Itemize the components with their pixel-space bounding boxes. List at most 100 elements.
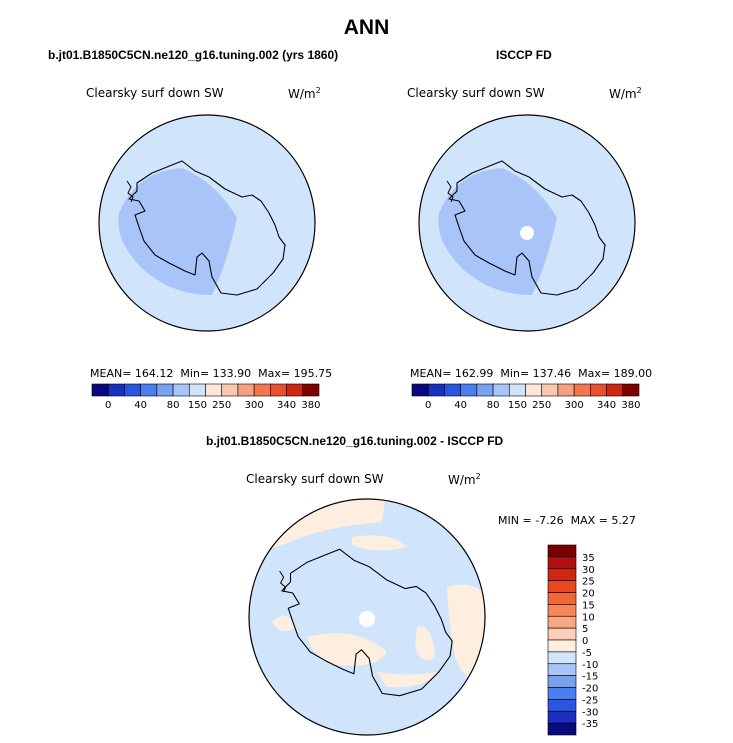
obs-units-base: W/m (609, 87, 637, 101)
diff-polar-map (249, 499, 485, 735)
diff-colorbar-box-12 (547, 687, 577, 700)
model-colorbar-box-0 (91, 383, 109, 397)
diff-colorbar-tick-label: 20 (582, 589, 595, 600)
model-min-label: Min= (180, 367, 210, 380)
model-min-value: 133.90 (212, 367, 252, 380)
obs-colorbar-box-3 (460, 383, 478, 397)
model-colorbar-tick-label: 300 (245, 400, 264, 411)
obs-colorbar-box-11 (590, 383, 607, 397)
model-colorbar-tick-label: 340 (277, 400, 296, 411)
obs-max-label: Max= (578, 367, 611, 380)
obs-colorbar-box-5 (492, 383, 510, 397)
model-polar-map (99, 115, 315, 331)
model-colorbar-box-2 (124, 383, 141, 397)
west-antarctica-shading (118, 168, 237, 295)
diff-colorbar-tick-label: 15 (582, 600, 595, 611)
diff-max-value: 5.27 (611, 514, 636, 527)
model-colorbar-tick-label: 0 (105, 400, 111, 411)
diff-colorbar-box-7 (547, 627, 577, 641)
obs-colorbar-tick-label: 40 (454, 400, 467, 411)
obs-colorbar-box-10 (573, 383, 591, 397)
antarctica-coastline (281, 548, 453, 697)
pole-missing-data (520, 226, 534, 240)
diff-colorbar-box-8 (547, 639, 577, 653)
west-antarctica-shading (438, 168, 557, 295)
model-colorbar-tick-label: 40 (134, 400, 147, 411)
positive-anomaly-patch-4 (415, 626, 435, 661)
diff-stats: MIN = -7.26 MAX = 5.27 (498, 514, 636, 527)
diff-colorbar-box-15 (547, 722, 577, 736)
model-colorbar-box-1 (107, 383, 125, 397)
diff-colorbar-tick-label: 35 (582, 553, 595, 564)
obs-min-label: Min= (500, 367, 530, 380)
diff-colorbar-box-5 (547, 604, 577, 617)
obs-panel-title: ISCCP FD (496, 48, 552, 62)
map-boundary-circle (418, 114, 636, 332)
obs-colorbar-tick-label: 380 (621, 400, 640, 411)
obs-variable-name: Clearsky surf down SW (407, 86, 545, 100)
diff-min-label: MIN = (498, 514, 532, 527)
obs-colorbar-box-12 (606, 383, 624, 397)
model-stats: MEAN= 164.12 Min= 133.90 Max= 195.75 (90, 367, 332, 380)
diff-colorbar-tick-label: 10 (582, 612, 595, 623)
diff-colorbar-tick-label: -15 (582, 672, 598, 683)
diff-colorbar-box-0 (547, 544, 577, 558)
diff-colorbar-box-4 (547, 592, 577, 605)
diff-colorbar-box-10 (547, 663, 577, 676)
model-colorbar-tick-label: 380 (301, 400, 320, 411)
diff-colorbar-tick-label: 0 (582, 636, 588, 647)
diff-colorbar-box-2 (547, 568, 577, 581)
model-colorbar-box-6 (188, 383, 206, 397)
obs-colorbar-box-4 (476, 383, 494, 397)
pole-missing-data (359, 611, 375, 627)
obs-colorbar-tick-label: 150 (508, 400, 527, 411)
peninsula-islands (126, 180, 134, 203)
model-colorbar-box-13 (302, 383, 320, 397)
obs-stats: MEAN= 162.99 Min= 137.46 Max= 189.00 (410, 367, 652, 380)
peninsula-islands (446, 180, 454, 203)
positive-anomaly-patch-2 (352, 535, 407, 551)
diff-min-value: -7.26 (535, 514, 564, 527)
model-units-base: W/m (288, 87, 316, 101)
peninsula-islands (279, 570, 287, 593)
diff-colorbar-box-13 (547, 699, 577, 712)
antarctica-coastline (448, 160, 606, 296)
page-title: ANN (343, 16, 390, 39)
model-units: W/m2 (288, 86, 321, 101)
obs-polar-map (419, 115, 635, 331)
obs-colorbar-box-2 (444, 383, 461, 397)
model-colorbar-box-11 (270, 383, 287, 397)
obs-colorbar-box-9 (557, 383, 575, 397)
diff-variable-name: Clearsky surf down SW (246, 472, 384, 486)
diff-colorbar-box-11 (547, 675, 577, 688)
model-colorbar-box-4 (156, 383, 174, 397)
diff-colorbar-tick-label: -30 (582, 707, 598, 718)
diff-colorbar-tick-label: 30 (582, 565, 595, 576)
diff-colorbar-tick-label: -10 (582, 660, 598, 671)
model-colorbar-box-10 (253, 383, 271, 397)
obs-colorbar-box-8 (541, 383, 559, 397)
model-units-exponent: 2 (315, 86, 321, 95)
diff-colorbar-tick-label: 5 (582, 624, 588, 635)
model-colorbar-tick-label: 150 (188, 400, 207, 411)
obs-max-value: 189.00 (613, 367, 653, 380)
model-colorbar-tick-label: 250 (212, 400, 231, 411)
obs-colorbar-tick-label: 300 (565, 400, 584, 411)
diff-colorbar-box-14 (547, 710, 577, 724)
positive-anomaly-patch-5 (307, 633, 387, 666)
positive-anomaly-patch-7 (272, 615, 295, 631)
obs-colorbar-box-0 (411, 383, 429, 397)
map-boundary-circle (98, 114, 316, 332)
positive-anomaly-patch-6 (377, 672, 437, 688)
diff-units-exponent: 2 (475, 472, 481, 481)
model-variable-name: Clearsky surf down SW (86, 86, 224, 100)
obs-mean-value: 162.99 (454, 367, 494, 380)
diff-colorbar-tick-label: 25 (582, 577, 595, 588)
obs-colorbar-tick-label: 80 (487, 400, 500, 411)
obs-colorbar: 0 40 80 150 250 300 340 380 (411, 383, 640, 411)
diff-colorbar-box-3 (547, 580, 577, 593)
map-boundary-circle (248, 498, 486, 736)
diff-units-base: W/m (448, 473, 476, 487)
